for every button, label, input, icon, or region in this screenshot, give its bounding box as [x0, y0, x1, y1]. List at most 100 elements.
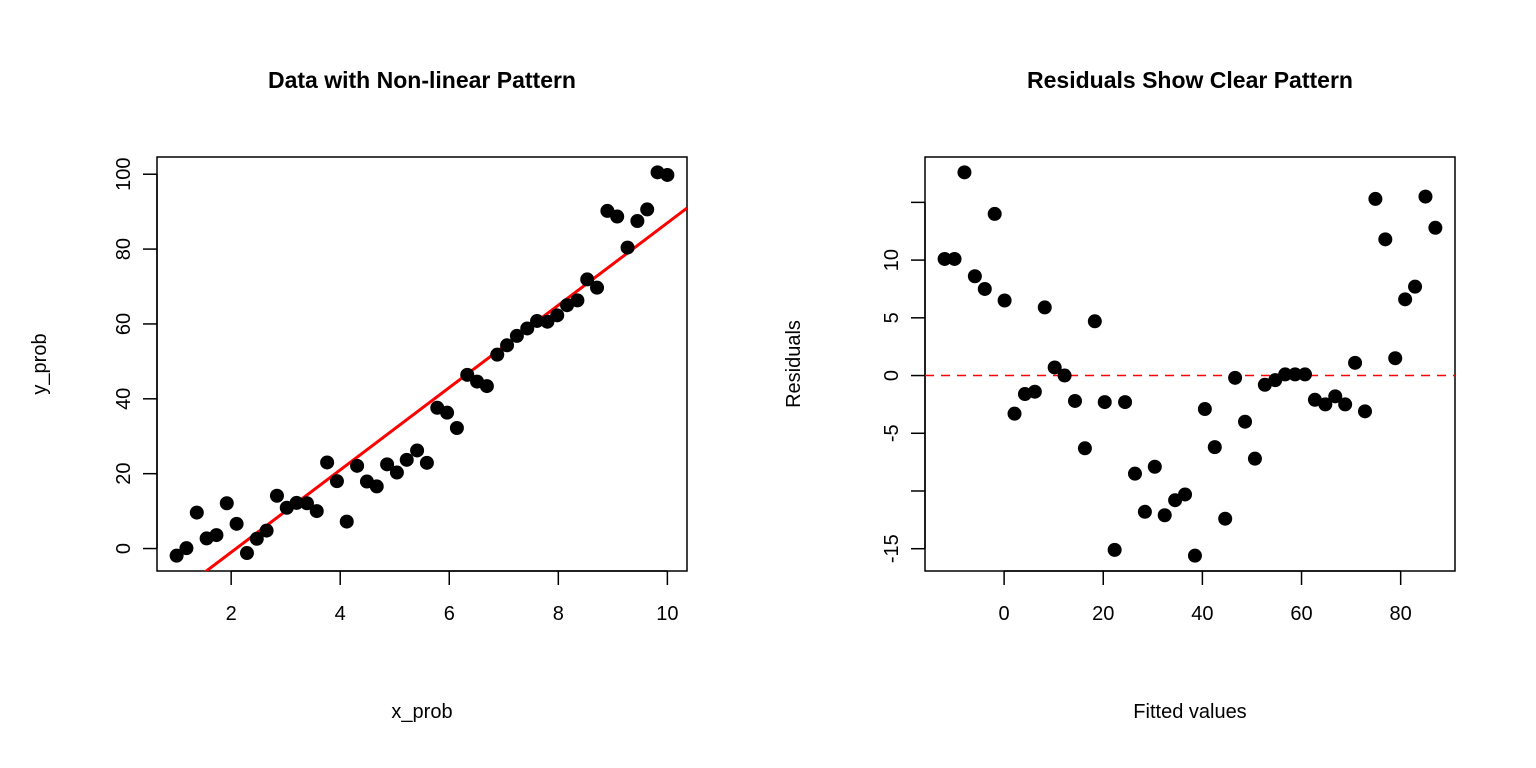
data-point [1147, 459, 1162, 474]
data-point [520, 321, 535, 336]
y-tick-label: 10 [881, 249, 903, 271]
data-point [1187, 548, 1202, 563]
x-axis-label: Fitted values [1133, 701, 1246, 723]
data-point [1107, 542, 1122, 557]
data-point [1338, 397, 1353, 412]
data-point [259, 523, 274, 538]
data-point [977, 281, 992, 296]
data-point [1278, 367, 1293, 382]
data-point [1118, 395, 1133, 410]
data-point [460, 367, 475, 382]
data-point [1428, 220, 1443, 235]
data-point [957, 165, 972, 180]
data-point [997, 293, 1012, 308]
data-point [550, 308, 565, 323]
data-point [620, 240, 635, 255]
data-point [937, 251, 952, 266]
x-tick-label: 2 [226, 603, 237, 625]
data-point [1137, 504, 1152, 519]
data-point [189, 505, 204, 520]
y-tick-label: 80 [113, 238, 135, 260]
data-point [1037, 300, 1052, 315]
data-point [449, 421, 464, 436]
data-point [1157, 508, 1172, 523]
data-point [1207, 440, 1222, 455]
y-tick-label: -15 [881, 534, 903, 563]
x-tick-label: 6 [444, 603, 455, 625]
y-tick-label: 5 [881, 312, 903, 323]
plot-frame [156, 156, 688, 572]
right-plot-residuals: Residuals Show Clear Pattern Fitted valu… [783, 67, 1456, 723]
data-point [1247, 451, 1262, 466]
data-point [320, 455, 335, 470]
data-point [1408, 279, 1423, 294]
data-point [309, 504, 324, 519]
data-point [1057, 368, 1072, 383]
data-point [380, 457, 395, 472]
data-point [610, 209, 625, 224]
x-tick-label: 10 [656, 603, 678, 625]
data-point [1087, 314, 1102, 329]
data-point [239, 546, 254, 561]
data-point [1348, 355, 1363, 370]
data-point [490, 347, 505, 362]
y-tick-label: -5 [881, 424, 903, 442]
data-point [179, 541, 194, 556]
x-tick-label: 4 [335, 603, 346, 625]
data-point [1388, 351, 1403, 366]
x-tick-label: 40 [1191, 603, 1213, 625]
data-point [399, 452, 414, 467]
data-point [169, 548, 184, 563]
plot-title: Residuals Show Clear Pattern [1027, 67, 1353, 93]
y-tick-label: 20 [113, 463, 135, 485]
x-tick-label: 60 [1290, 603, 1312, 625]
x-axis-label: x_prob [391, 701, 452, 723]
data-point [339, 514, 354, 529]
data-point [440, 405, 455, 420]
data-point [209, 528, 224, 543]
data-point [299, 496, 314, 511]
data-point [1357, 404, 1372, 419]
data-point [1298, 367, 1313, 382]
data-point [1027, 384, 1042, 399]
data-point [329, 474, 344, 489]
data-point [530, 313, 545, 328]
plot-frame [924, 156, 1456, 572]
data-point [1218, 511, 1233, 526]
data-point [229, 516, 244, 531]
left-plot-data-with-nonlinear-pattern: Data with Non-linear Pattern x_prob y_pr… [29, 67, 688, 723]
y-tick-label: 100 [113, 158, 135, 191]
regression-line [203, 206, 687, 571]
data-point [987, 206, 1002, 221]
data-point [967, 269, 982, 284]
data-point [1328, 389, 1343, 404]
x-tick-label: 8 [553, 603, 564, 625]
data-point [947, 251, 962, 266]
data-point [1097, 395, 1112, 410]
data-point [249, 531, 264, 546]
data-point [1077, 441, 1092, 456]
data-point [479, 379, 494, 394]
data-point [580, 272, 595, 287]
data-point [1238, 414, 1253, 429]
data-point [1197, 402, 1212, 417]
data-point [500, 338, 515, 353]
data-point [570, 293, 585, 308]
data-point [410, 443, 425, 458]
data-point [1318, 397, 1333, 412]
plot-title: Data with Non-linear Pattern [268, 67, 576, 93]
y-axis-label: y_prob [29, 333, 51, 394]
data-point [350, 458, 365, 473]
data-point [1067, 393, 1082, 408]
data-point [269, 488, 284, 503]
data-point [1047, 360, 1062, 375]
data-point [1378, 232, 1393, 247]
data-point [1228, 370, 1243, 385]
x-tick-label: 20 [1092, 603, 1114, 625]
x-tick-label: 0 [999, 603, 1010, 625]
data-point [1007, 406, 1022, 421]
y-tick-label: 0 [113, 543, 135, 554]
y-tick-label: 0 [881, 370, 903, 381]
data-point [369, 479, 384, 494]
